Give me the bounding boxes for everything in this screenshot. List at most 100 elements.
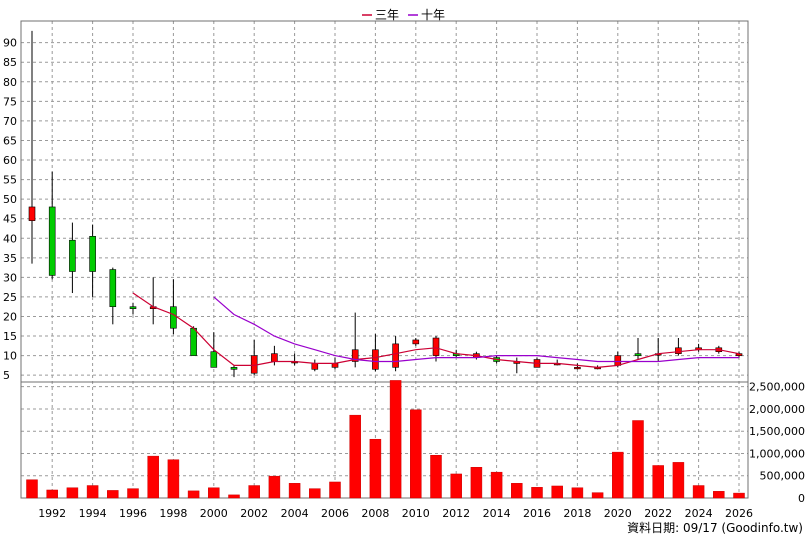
year-tick-label: 1996	[119, 507, 147, 520]
price-tick-label: 75	[3, 95, 17, 108]
volume-bar	[511, 483, 523, 499]
volume-bar	[672, 462, 685, 499]
legend-label: 三年	[375, 8, 399, 22]
volume-bar	[208, 487, 220, 499]
volume-tick-label: 500,000	[760, 470, 806, 483]
candle-body	[271, 353, 278, 362]
candle-body	[412, 339, 420, 345]
volume-bar	[652, 465, 664, 499]
volume-bar	[410, 409, 422, 499]
volume-bar	[713, 491, 725, 499]
price-tick-label: 60	[3, 154, 17, 167]
candle-body	[48, 206, 56, 276]
volume-bar	[369, 438, 382, 499]
price-tick-label: 80	[3, 76, 17, 89]
price-axis: 5 10 15 20 25 30 35 40 45 50 55 60 65 70 75 80 85 90	[3, 37, 17, 383]
year-axis: 1992 1994 1996 1998 2000 2002 2004 2006 2008 2010…	[38, 507, 753, 520]
volume-tick-label: 1,500,000	[749, 425, 805, 438]
year-tick-label: 2016	[523, 507, 551, 520]
candle-body	[574, 367, 581, 370]
candle-body	[735, 353, 743, 356]
year-tick-label: 2004	[281, 507, 309, 520]
volume-bar	[531, 487, 543, 499]
volume-bar	[612, 451, 624, 499]
price-tick-label: 20	[3, 310, 17, 323]
price-tick-label: 40	[3, 232, 17, 245]
candle-body	[190, 327, 197, 356]
year-tick-label: 2020	[604, 507, 632, 520]
volume-bar	[430, 455, 442, 499]
volume-bar	[167, 459, 180, 499]
price-tick-label: 25	[3, 291, 17, 304]
ma-line-three-year	[132, 292, 740, 369]
volume-bar	[86, 485, 99, 499]
price-tick-label: 10	[3, 350, 17, 363]
year-tick-label: 2014	[483, 507, 511, 520]
volume-bar	[632, 420, 644, 499]
price-tick-label: 85	[3, 56, 17, 69]
price-tick-label: 35	[3, 252, 17, 265]
year-tick-label: 1994	[79, 507, 107, 520]
price-tick-label: 90	[3, 37, 17, 50]
candle-body	[69, 239, 76, 272]
volume-bar	[389, 380, 402, 499]
year-tick-label: 2012	[442, 507, 470, 520]
volume-bar	[450, 473, 462, 499]
volume-bar	[127, 488, 139, 499]
price-tick-label: 5	[3, 369, 10, 382]
year-tick-label: 2002	[240, 507, 268, 520]
year-tick-label: 2026	[725, 507, 753, 520]
volume-bar	[692, 485, 705, 499]
price-candles	[28, 30, 743, 378]
price-tick-label: 70	[3, 115, 17, 128]
volume-bar	[228, 494, 240, 499]
candle-body	[170, 306, 177, 329]
candle-body	[109, 269, 117, 308]
candle-body	[351, 349, 359, 362]
candle-body	[634, 353, 642, 356]
legend: 三年 十年	[362, 8, 445, 22]
candle-body	[432, 337, 440, 356]
volume-bar	[349, 414, 361, 499]
volume-tick-label: 2,000,000	[749, 403, 805, 416]
candle-body	[28, 206, 36, 221]
volume-bar	[551, 485, 563, 499]
legend-label: 十年	[421, 8, 445, 22]
candle-body	[129, 306, 137, 309]
volume-bar	[107, 490, 119, 499]
plot-border	[20, 20, 749, 499]
year-tick-label: 1998	[159, 507, 187, 520]
year-tick-label: 2008	[361, 507, 389, 520]
price-tick-label: 50	[3, 193, 17, 206]
year-tick-label: 1992	[38, 507, 66, 520]
price-tick-label: 55	[3, 174, 17, 187]
candle-body	[311, 363, 319, 370]
volume-tick-label: 1,000,000	[749, 447, 805, 460]
year-tick-label: 2010	[402, 507, 430, 520]
volume-bar	[470, 467, 483, 499]
volume-tick-label: 0	[798, 492, 805, 505]
volume-bar	[329, 481, 341, 499]
volume-bar	[248, 485, 260, 499]
year-tick-label: 2024	[685, 507, 713, 520]
year-tick-label: 2022	[644, 507, 672, 520]
candle-body	[392, 343, 399, 368]
candle-body	[230, 367, 238, 370]
volume-bar	[46, 489, 58, 499]
volume-bar	[490, 471, 503, 499]
volume-tick-label: 2,500,000	[749, 381, 805, 394]
grid-lines	[21, 21, 748, 498]
plot-frame	[20, 20, 749, 499]
price-tick-label: 45	[3, 213, 17, 226]
price-tick-label: 30	[3, 271, 17, 284]
candle-body	[331, 363, 339, 368]
moving-average-lines	[132, 292, 740, 369]
ma-line-ten-year	[213, 296, 739, 363]
volume-bar	[591, 492, 604, 499]
volume-bar	[26, 479, 38, 499]
volume-bar	[733, 492, 745, 499]
candle-body	[210, 351, 218, 368]
candle-body	[675, 347, 682, 354]
volume-bar	[288, 483, 301, 499]
